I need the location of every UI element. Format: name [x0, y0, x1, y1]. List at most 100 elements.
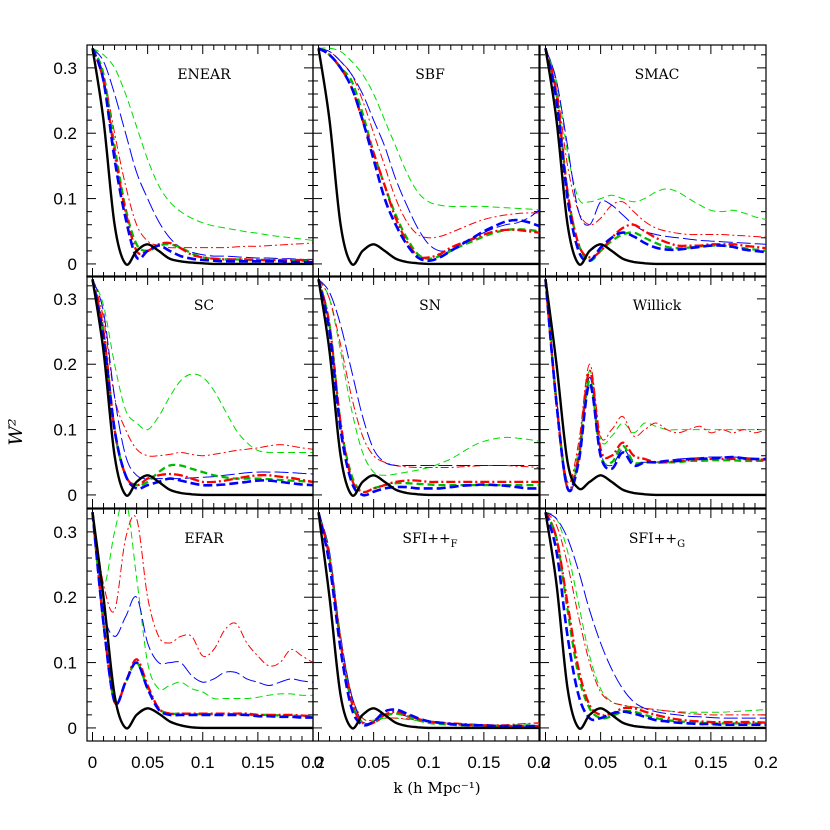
series-group — [317, 512, 539, 730]
series-line-G — [545, 48, 766, 220]
panel-4: SN — [312, 275, 540, 509]
series-line-B — [317, 279, 539, 497]
x-tick-label: 0.15 — [241, 753, 274, 772]
series-line-F — [545, 511, 766, 716]
series-line-C — [91, 279, 313, 487]
panel-8: 0 0.05 0.1 0.15 0.2 SFI++G — [539, 508, 778, 772]
series-line-C — [544, 48, 766, 259]
series-line-F — [92, 279, 313, 457]
panel-frame — [312, 275, 540, 509]
series-line-A — [91, 279, 313, 497]
x-axis-title: k (h Mpc⁻¹) — [393, 779, 480, 797]
panel-2: SMAC — [539, 44, 767, 278]
series-line-E — [545, 511, 766, 719]
y-tick-label: 0.1 — [53, 654, 77, 673]
panel-frame — [539, 275, 767, 509]
x-tick-label: 0.2 — [754, 753, 778, 772]
panel-0: 0 0.1 0.2 0.3 ENEAR — [53, 44, 314, 278]
x-tick-label: 0.1 — [191, 753, 215, 772]
y-tick-label: 0.1 — [53, 190, 77, 209]
y-tick-label: 0 — [68, 719, 77, 738]
series-line-A — [317, 512, 539, 730]
x-tick-label: 0 — [314, 753, 323, 772]
panel-title: EFAR — [184, 531, 224, 547]
series-group — [91, 47, 313, 266]
panels-group: 0 0.1 0.2 0.3 ENEAR SBF SMAC 0 0.1 0.2 0.3 SC SN Will… — [53, 44, 778, 772]
series-line-F — [92, 512, 313, 667]
panel-title: SFI++F — [402, 531, 457, 550]
series-line-C — [91, 512, 313, 718]
series-line-C — [544, 511, 766, 724]
x-tick-label: 0.2 — [301, 753, 325, 772]
y-tick-label: 0.2 — [53, 124, 77, 143]
x-tick-label: 0.05 — [357, 753, 390, 772]
x-tick-label: 0.15 — [694, 753, 727, 772]
x-tick-label: 0.1 — [644, 753, 668, 772]
series-line-A — [544, 48, 766, 266]
series-line-G — [92, 47, 313, 241]
series-line-C — [91, 47, 313, 262]
panel-1: SBF — [312, 44, 540, 278]
series-group — [544, 511, 766, 730]
y-axis-title: W² — [5, 418, 27, 445]
x-tick-label: 0.1 — [417, 753, 441, 772]
series-line-B — [317, 512, 539, 728]
series-line-B — [91, 47, 313, 264]
series-line-A — [91, 48, 313, 266]
series-line-A — [544, 512, 766, 730]
panel-frame — [312, 508, 540, 742]
y-tick-label: 0.3 — [53, 59, 77, 78]
x-tick-label: 0.15 — [467, 753, 500, 772]
series-line-E — [92, 279, 313, 480]
y-tick-label: 0 — [68, 255, 77, 274]
series-line-F — [545, 48, 766, 238]
series-line-F — [318, 47, 539, 239]
series-line-E — [92, 512, 313, 686]
x-tick-label: 0.05 — [131, 753, 164, 772]
y-tick-label: 0.3 — [53, 523, 77, 542]
series-group — [544, 279, 766, 497]
series-line-F — [545, 279, 766, 484]
panel-title: SFI++G — [629, 531, 685, 550]
series-line-A — [317, 279, 539, 497]
series-group — [91, 279, 313, 497]
series-group — [544, 48, 766, 266]
series-line-E — [318, 278, 539, 467]
series-line-F — [318, 279, 539, 469]
series-line-E — [318, 512, 539, 727]
series-line-E — [545, 48, 766, 245]
panel-3: 0 0.1 0.2 0.3 SC — [53, 275, 314, 509]
series-line-C — [544, 279, 766, 492]
x-tick-label: 0.2 — [527, 753, 551, 772]
series-line-E — [92, 47, 313, 260]
series-line-G — [545, 511, 766, 713]
panel-frame — [539, 508, 767, 742]
series-group — [317, 278, 539, 497]
x-tick-label: 0.05 — [584, 753, 617, 772]
series-line-B — [317, 47, 539, 262]
series-line-B — [91, 279, 313, 491]
panel-title: ENEAR — [177, 67, 231, 83]
panel-title: SMAC — [635, 67, 680, 83]
series-line-C — [317, 47, 539, 260]
panel-6: 0 0.1 0.2 0.3 0 0.05 0.1 0.15 0.2 EFAR — [53, 508, 325, 772]
panel-frame — [539, 44, 767, 278]
series-line-D — [317, 279, 539, 494]
series-group — [317, 47, 539, 266]
series-line-C — [317, 279, 539, 494]
series-line-A — [544, 279, 766, 497]
panel-frame — [312, 44, 540, 278]
series-line-A — [317, 48, 539, 266]
series-line-B — [544, 279, 766, 493]
series-line-B — [544, 48, 766, 263]
y-tick-label: 0 — [68, 486, 77, 505]
series-line-A — [91, 512, 313, 730]
panel-5: Willick — [539, 275, 767, 509]
series-line-D — [544, 511, 766, 725]
series-line-F — [92, 48, 313, 249]
panel-title: SN — [419, 298, 441, 314]
x-tick-label: 0 — [541, 753, 550, 772]
series-line-D — [544, 48, 766, 262]
panel-title: Willick — [633, 298, 682, 314]
